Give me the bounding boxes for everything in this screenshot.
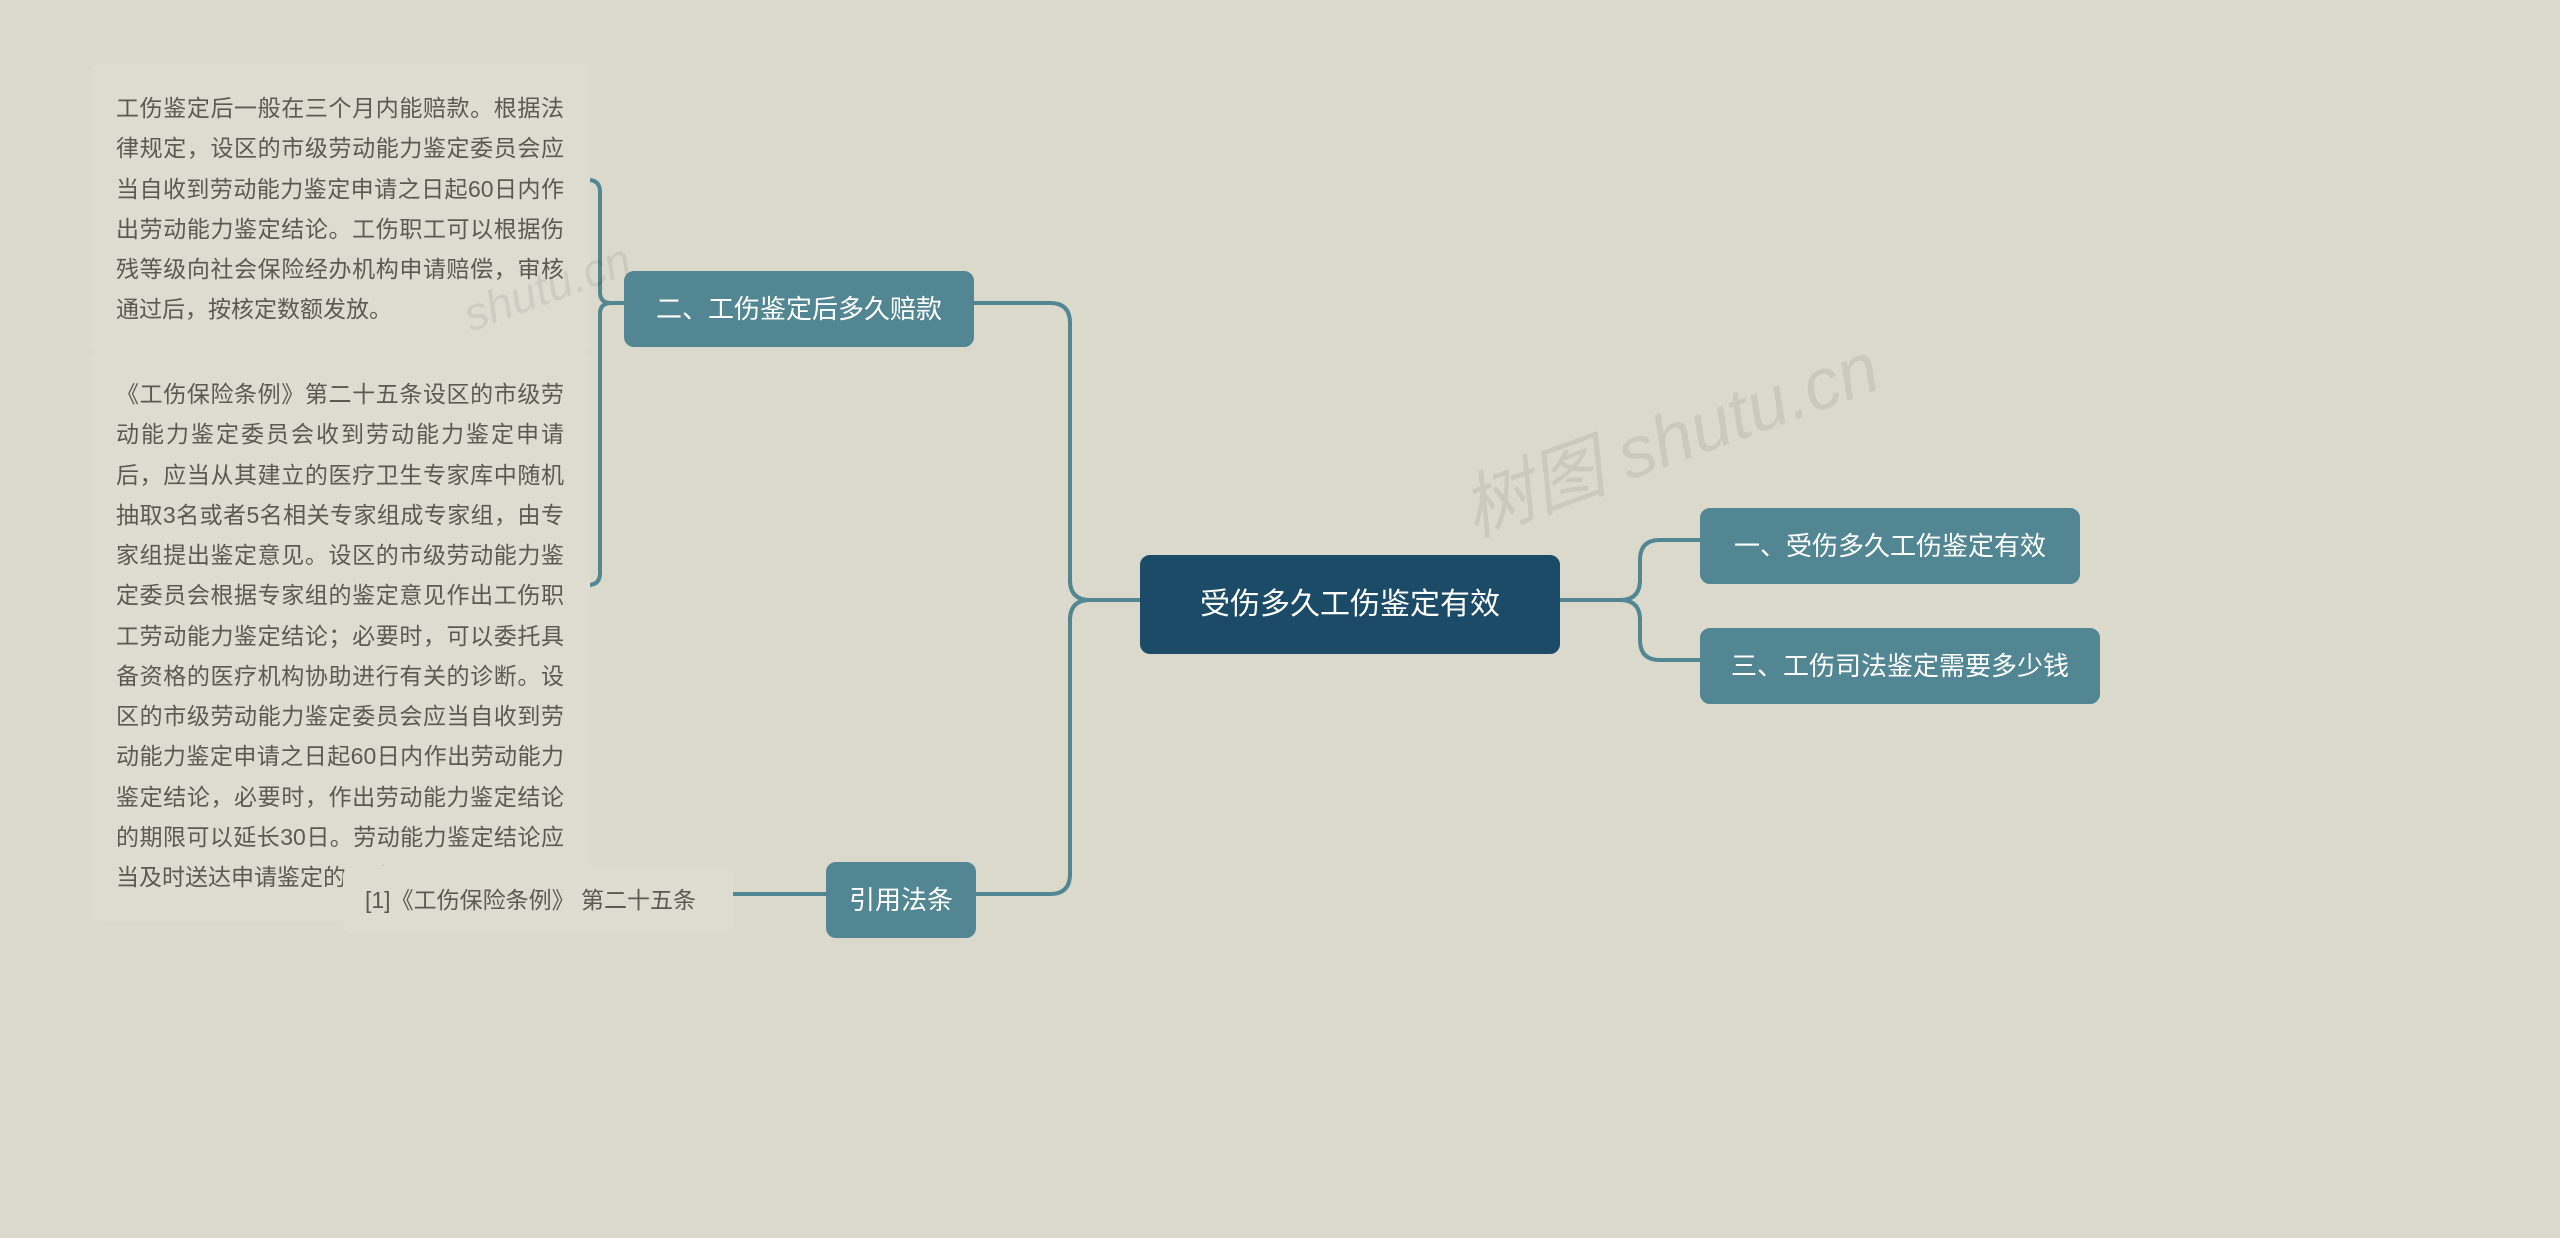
connector-path bbox=[588, 180, 624, 303]
leaf-node-regulation-article-25[interactable]: 《工伤保险条例》第二十五条设区的市级劳动能力鉴定委员会收到劳动能力鉴定申请后，应… bbox=[90, 350, 590, 921]
mindmap-root-node[interactable]: 受伤多久工伤鉴定有效 bbox=[1140, 555, 1560, 654]
branch-node-section-3[interactable]: 三、工伤司法鉴定需要多少钱 bbox=[1700, 628, 2100, 704]
connector-path bbox=[974, 303, 1140, 600]
leaf-text: 工伤鉴定后一般在三个月内能赔款。根据法律规定，设区的市级劳动能力鉴定委员会应当自… bbox=[116, 88, 564, 330]
branch-node-section-2[interactable]: 二、工伤鉴定后多久赔款 bbox=[624, 271, 974, 347]
connector-path bbox=[976, 600, 1140, 894]
connector-path bbox=[1560, 540, 1700, 600]
connector-path bbox=[1560, 600, 1700, 660]
leaf-node-citation[interactable]: [1]《工伤保险条例》 第二十五条 bbox=[343, 866, 733, 934]
connector-path bbox=[588, 303, 624, 585]
branch-node-section-1[interactable]: 一、受伤多久工伤鉴定有效 bbox=[1700, 508, 2080, 584]
root-label: 受伤多久工伤鉴定有效 bbox=[1200, 579, 1500, 630]
leaf-text: [1]《工伤保险条例》 第二十五条 bbox=[365, 880, 696, 920]
branch-label: 三、工伤司法鉴定需要多少钱 bbox=[1731, 644, 2069, 688]
branch-node-references[interactable]: 引用法条 bbox=[826, 862, 976, 938]
branch-label: 引用法条 bbox=[849, 878, 953, 922]
branch-label: 二、工伤鉴定后多久赔款 bbox=[656, 287, 942, 331]
leaf-node-compensation-summary[interactable]: 工伤鉴定后一般在三个月内能赔款。根据法律规定，设区的市级劳动能力鉴定委员会应当自… bbox=[90, 64, 590, 354]
leaf-text: 《工伤保险条例》第二十五条设区的市级劳动能力鉴定委员会收到劳动能力鉴定申请后，应… bbox=[116, 374, 564, 897]
branch-label: 一、受伤多久工伤鉴定有效 bbox=[1734, 524, 2046, 568]
